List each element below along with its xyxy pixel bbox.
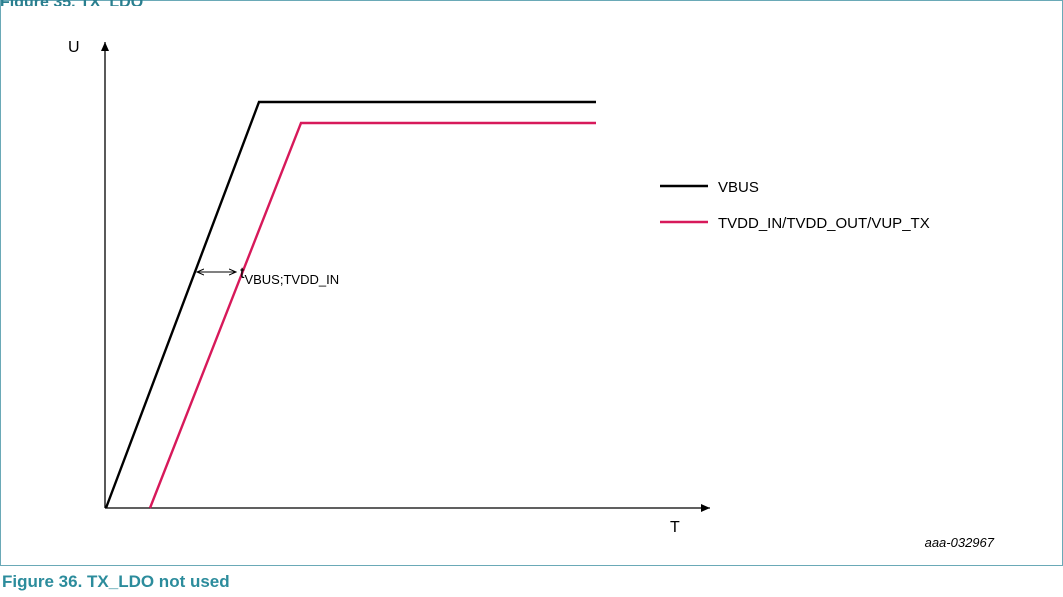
drawing-id: aaa-032967 bbox=[925, 535, 995, 550]
cropped-figure-title: Figure 35. TX_LDO bbox=[0, 0, 220, 6]
x-axis-label: T bbox=[670, 519, 680, 536]
tvdd-curve bbox=[148, 121, 596, 509]
y-axis-label: U bbox=[68, 39, 80, 56]
figure-frame bbox=[0, 0, 1063, 566]
legend-vbus-label: VBUS bbox=[718, 179, 759, 196]
legend-tvdd-label: TVDD_IN/TVDD_OUT/VUP_TX bbox=[718, 215, 930, 232]
vbus-curve bbox=[104, 100, 596, 509]
timing-label: tVBUS;TVDD_IN bbox=[240, 265, 339, 287]
figure-caption: Figure 36. TX_LDO not used bbox=[2, 572, 230, 591]
timing-label-main: t bbox=[240, 265, 245, 282]
timing-label-subscript: VBUS;TVDD_IN bbox=[244, 272, 339, 287]
